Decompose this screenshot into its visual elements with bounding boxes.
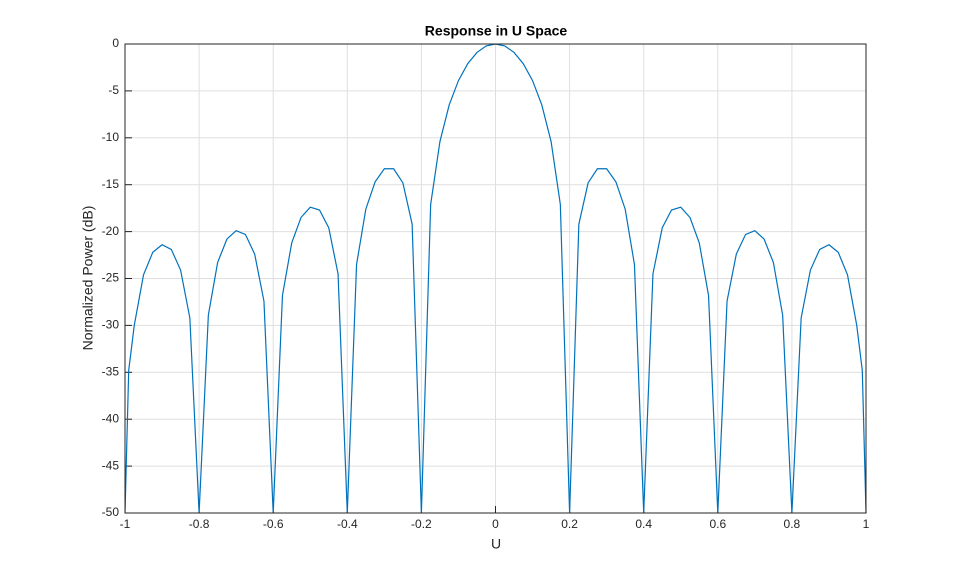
y-tick-label: -45 [102, 458, 120, 472]
y-tick-label: -15 [102, 177, 120, 191]
y-tick-label: -20 [102, 224, 120, 238]
y-tick-label: -50 [102, 505, 120, 519]
y-tick-label: -35 [102, 364, 120, 378]
x-tick-label: -0.6 [263, 517, 284, 531]
x-tick-label: -1 [120, 517, 131, 531]
x-tick-label: 0.6 [709, 517, 726, 531]
x-tick-label: 0 [492, 517, 499, 531]
y-tick-label: -25 [102, 271, 120, 285]
x-axis-label: U [491, 536, 501, 552]
y-tick-label: 0 [112, 36, 119, 50]
y-axis-label: Normalized Power (dB) [80, 206, 96, 351]
x-tick-label: -0.8 [189, 517, 210, 531]
y-tick-label: -40 [102, 411, 120, 425]
x-tick-label: -0.4 [337, 517, 358, 531]
y-tick-label: -30 [102, 318, 120, 332]
x-tick-label: 1 [863, 517, 870, 531]
chart-title: Response in U Space [425, 23, 568, 39]
axes-box [124, 43, 867, 514]
y-tick-label: -10 [102, 130, 120, 144]
x-tick-label: 0.2 [561, 517, 578, 531]
x-tick-label: 0.8 [784, 517, 801, 531]
y-tick-label: -5 [108, 83, 119, 97]
x-tick-label: -0.2 [411, 517, 432, 531]
x-tick-label: 0.4 [635, 517, 652, 531]
